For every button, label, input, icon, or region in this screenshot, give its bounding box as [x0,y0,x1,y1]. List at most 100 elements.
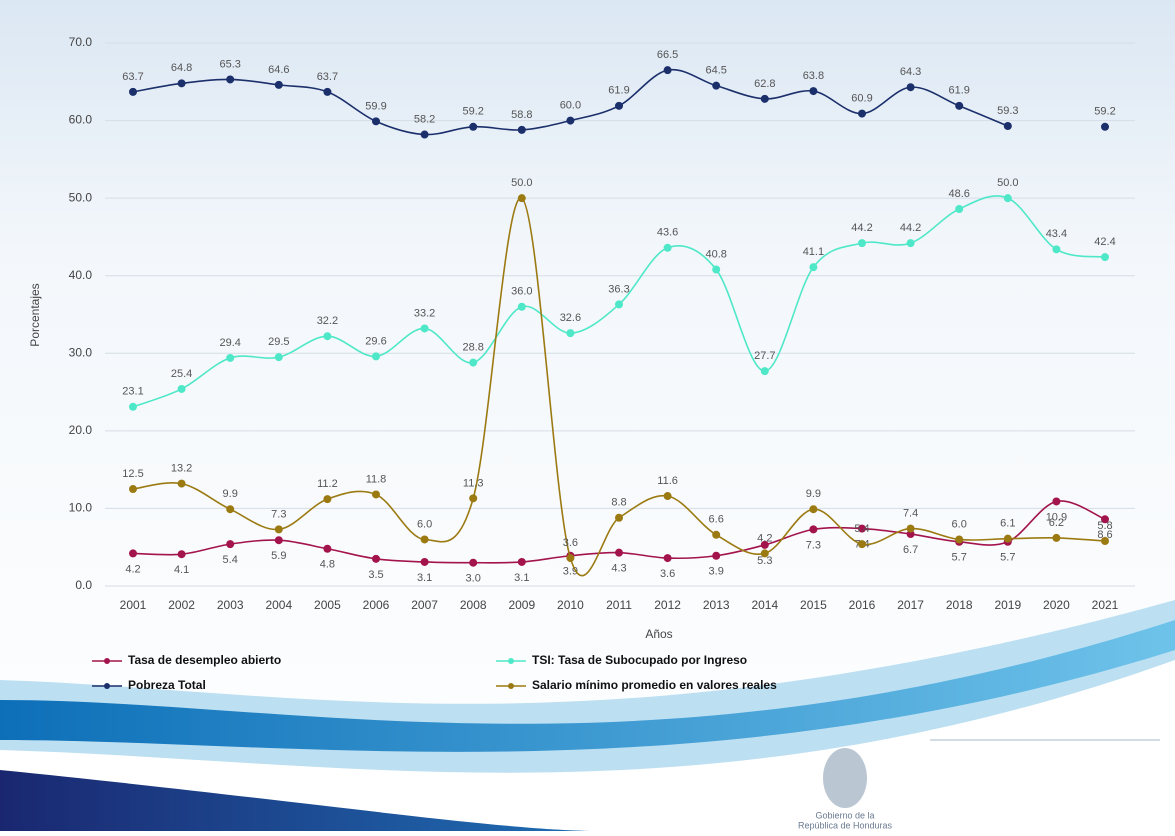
data-point [518,126,526,134]
x-tick-label: 2014 [751,598,778,612]
data-label: 41.1 [803,246,824,258]
data-point [372,555,380,563]
data-point [1004,194,1012,202]
data-point [907,83,915,91]
data-point [712,82,720,90]
data-label: 3.1 [514,572,529,584]
x-tick-label: 2010 [557,598,584,612]
data-point [809,505,817,513]
data-point [664,66,672,74]
data-point [615,514,623,522]
data-point [372,117,380,125]
data-point [421,324,429,332]
data-label: 7.3 [806,539,821,551]
data-point [615,300,623,308]
data-point [615,549,623,557]
data-point [761,549,769,557]
data-point [566,554,574,562]
data-point [129,485,137,493]
x-tick-label: 2003 [217,598,244,612]
data-point [226,354,234,362]
data-label: 28.8 [462,342,483,354]
data-label: 63.7 [317,71,338,83]
data-label: 65.3 [219,58,240,70]
data-label: 66.5 [657,49,678,61]
data-label: 59.2 [1094,106,1115,118]
x-tick-label: 2013 [703,598,730,612]
data-label: 5.7 [952,552,967,564]
legend-label: Salario mínimo promedio en valores reale… [532,678,777,692]
data-label: 7.3 [271,508,286,520]
data-label: 6.0 [417,518,432,530]
data-label: 11.6 [657,475,678,487]
emblem [823,748,867,808]
data-point [907,525,915,533]
data-label: 6.1 [1000,518,1015,530]
data-point [372,490,380,498]
data-label: 59.3 [997,105,1018,117]
data-point [566,117,574,125]
data-label: 50.0 [997,177,1018,189]
data-label: 13.2 [171,463,192,475]
x-tick-label: 2009 [508,598,535,612]
legend-label: Pobreza Total [128,678,206,692]
data-point [275,525,283,533]
data-label: 29.4 [219,337,240,349]
data-label: 64.8 [171,62,192,74]
data-label: 11.8 [366,473,387,485]
data-label: 3.6 [563,537,578,549]
data-point [226,505,234,513]
x-tick-label: 2006 [363,598,390,612]
data-label: 59.2 [462,106,483,118]
data-label: 6.7 [903,544,918,556]
data-point [275,81,283,89]
stars: ★ ★ ★ ★ ★ [1003,754,1087,771]
y-tick-label: 0.0 [75,578,92,592]
legend-marker [104,683,110,689]
data-point [664,492,672,500]
x-tick-label: 2021 [1092,598,1119,612]
data-point [469,559,477,567]
data-point [129,88,137,96]
data-label: 6.6 [709,514,724,526]
legend-marker [508,683,514,689]
x-tick-label: 2015 [800,598,827,612]
data-point [712,531,720,539]
data-label: 4.1 [174,564,189,576]
x-tick-label: 2020 [1043,598,1070,612]
data-point [761,367,769,375]
x-tick-label: 2017 [897,598,924,612]
data-point [809,263,817,271]
data-point [712,552,720,560]
data-label: 32.2 [317,315,338,327]
data-label: 11.3 [463,477,484,489]
data-label: 60.9 [851,92,872,104]
data-point [421,558,429,566]
data-label: 29.6 [365,335,386,347]
data-point [518,194,526,202]
data-point [178,550,186,558]
x-tick-label: 2004 [265,598,292,612]
legend-label: TSI: Tasa de Subocupado por Ingreso [532,653,747,667]
data-label: 58.8 [511,109,532,121]
data-label: 25.4 [171,368,192,380]
ministry-text: SECRETARÍA DE TRABAJO Y [972,778,1118,790]
data-label: 32.6 [560,312,581,324]
x-tick-label: 2008 [460,598,487,612]
data-label: 23.1 [122,386,143,398]
data-point [1101,123,1109,131]
data-point [1004,122,1012,130]
y-tick-label: 30.0 [69,345,93,359]
data-label: 62.8 [754,78,775,90]
data-point [421,535,429,543]
data-label: 58.2 [414,113,435,125]
data-point [955,535,963,543]
data-point [1052,245,1060,253]
data-label: 5.4 [854,523,869,535]
data-label: 4.8 [320,559,335,571]
data-point [566,329,574,337]
data-point [372,352,380,360]
data-label: 64.3 [900,66,921,78]
data-point [518,303,526,311]
data-label: 36.3 [608,283,629,295]
